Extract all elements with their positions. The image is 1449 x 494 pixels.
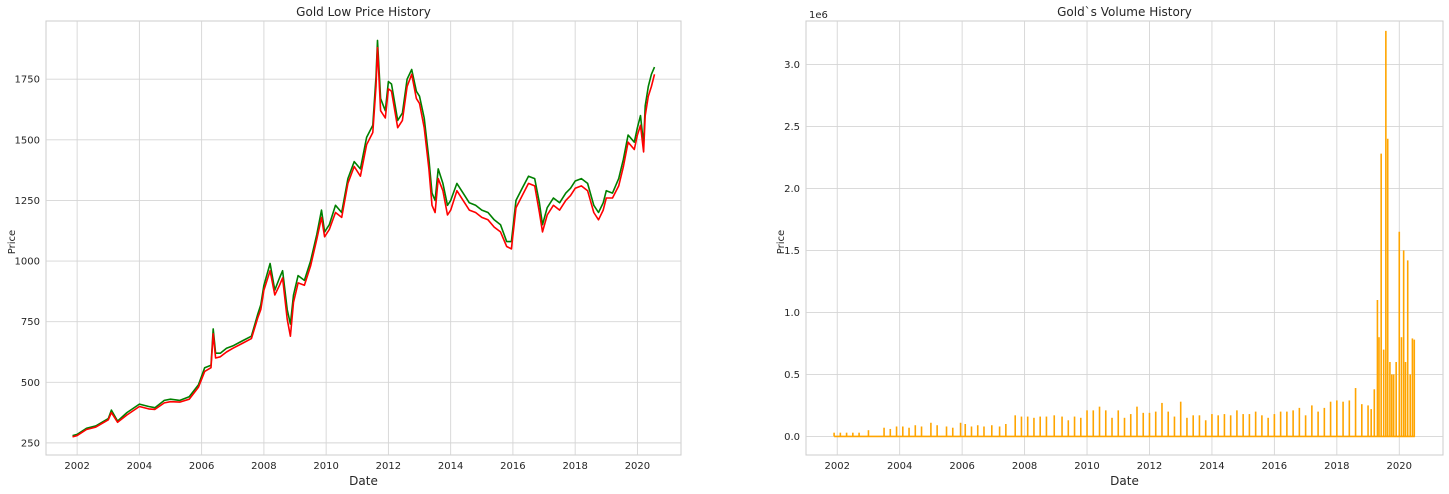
x-tick-label: 2016 xyxy=(1262,461,1287,472)
x-tick-label: 2010 xyxy=(1074,461,1099,472)
x-tick-label: 2018 xyxy=(1324,461,1349,472)
series-line-green xyxy=(72,39,656,437)
y-tick-label: 0.0 xyxy=(784,432,800,443)
x-tick-label: 2020 xyxy=(1387,461,1412,472)
offset-label: 1e6 xyxy=(809,10,828,21)
y-tick-label: 1.0 xyxy=(784,308,800,319)
plot-frame xyxy=(805,20,1444,456)
y-tick-label: 0.5 xyxy=(784,370,800,381)
x-tick-label: 2002 xyxy=(64,461,89,472)
x-tick-label: 2004 xyxy=(127,461,152,472)
x-tick-label: 2014 xyxy=(438,461,463,472)
y-tick-label: 2.5 xyxy=(784,122,800,133)
x-tick-labels: 2002 2004 2006 2008 2010 2012 2014 2016 2018 2020 xyxy=(824,461,1412,472)
chart-title: Gold`s Volume History xyxy=(1057,5,1192,19)
x-tick-label: 2014 xyxy=(1199,461,1224,472)
x-axis-label: Date xyxy=(1110,474,1139,488)
y-tick-label: 1500 xyxy=(15,135,40,146)
gold-volume-chart: 2002 2004 2006 2008 2010 2012 2014 2016 2018 2020… xyxy=(776,5,1444,488)
series-line-red xyxy=(72,46,656,438)
x-tick-label: 2020 xyxy=(625,461,650,472)
y-tick-label: 2.0 xyxy=(784,184,800,195)
volume-bars xyxy=(833,30,1416,438)
x-tick-labels: 2002 2004 2006 2008 2010 2012 2014 2016 2018 2020 xyxy=(64,461,650,472)
plot-frame xyxy=(45,20,682,456)
y-tick-label: 1000 xyxy=(15,257,40,268)
y-tick-label: 250 xyxy=(21,438,40,449)
x-tick-label: 2012 xyxy=(1137,461,1162,472)
y-tick-label: 1250 xyxy=(15,196,40,207)
y-tick-label: 1.5 xyxy=(784,246,800,257)
x-axis-label: Date xyxy=(349,474,378,488)
x-tick-label: 2006 xyxy=(189,461,214,472)
x-tick-label: 2016 xyxy=(500,461,525,472)
x-tick-label: 2012 xyxy=(376,461,401,472)
y-tick-labels: 0.0 0.5 1.0 1.5 2.0 2.5 3.0 xyxy=(784,60,800,443)
y-tick-labels: 250 500 750 1000 1250 1500 1750 xyxy=(15,75,40,450)
y-tick-label: 500 xyxy=(21,378,40,389)
x-tick-label: 2010 xyxy=(313,461,338,472)
x-tick-label: 2008 xyxy=(251,461,276,472)
y-tick-label: 3.0 xyxy=(784,60,800,71)
y-axis-label: Price xyxy=(7,230,18,254)
y-tick-label: 750 xyxy=(21,317,40,328)
gold-low-price-chart: 2002 2004 2006 2008 2010 2012 2014 2016 2018 2020… xyxy=(7,5,682,488)
x-tick-label: 2002 xyxy=(824,461,849,472)
x-tick-label: 2008 xyxy=(1012,461,1037,472)
x-tick-label: 2018 xyxy=(562,461,587,472)
x-tick-label: 2004 xyxy=(887,461,912,472)
x-tick-label: 2006 xyxy=(949,461,974,472)
chart-title: Gold Low Price History xyxy=(296,5,431,19)
y-tick-label: 1750 xyxy=(15,75,40,86)
series-lines xyxy=(72,39,656,438)
y-axis-label: Price xyxy=(776,230,787,254)
